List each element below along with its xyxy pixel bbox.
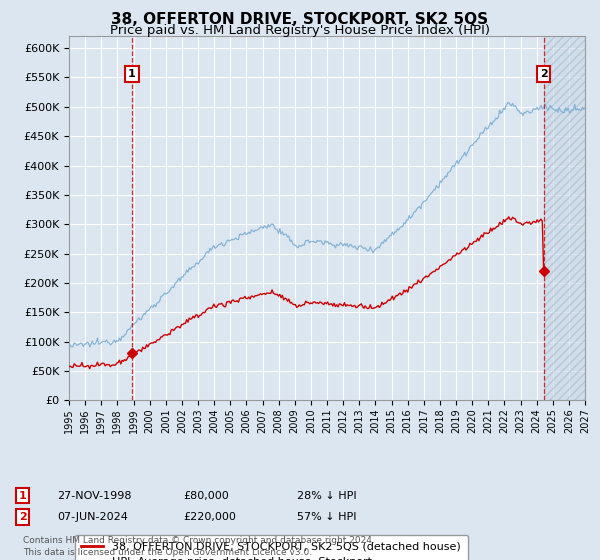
- Text: 57% ↓ HPI: 57% ↓ HPI: [297, 512, 356, 522]
- Text: 28% ↓ HPI: 28% ↓ HPI: [297, 491, 356, 501]
- Text: 38, OFFERTON DRIVE, STOCKPORT, SK2 5QS: 38, OFFERTON DRIVE, STOCKPORT, SK2 5QS: [112, 12, 488, 27]
- Text: 1: 1: [128, 69, 136, 79]
- Text: 1: 1: [19, 491, 26, 501]
- Text: £220,000: £220,000: [183, 512, 236, 522]
- Text: 27-NOV-1998: 27-NOV-1998: [57, 491, 131, 501]
- Bar: [544, 36, 585, 400]
- Text: 2: 2: [540, 69, 548, 79]
- Text: 2: 2: [19, 512, 26, 522]
- Text: Price paid vs. HM Land Registry's House Price Index (HPI): Price paid vs. HM Land Registry's House …: [110, 24, 490, 37]
- Text: Contains HM Land Registry data © Crown copyright and database right 2024.
This d: Contains HM Land Registry data © Crown c…: [23, 536, 374, 557]
- Text: £80,000: £80,000: [183, 491, 229, 501]
- Text: 07-JUN-2024: 07-JUN-2024: [57, 512, 128, 522]
- Legend: 38, OFFERTON DRIVE, STOCKPORT, SK2 5QS (detached house), HPI: Average price, det: 38, OFFERTON DRIVE, STOCKPORT, SK2 5QS (…: [74, 535, 468, 560]
